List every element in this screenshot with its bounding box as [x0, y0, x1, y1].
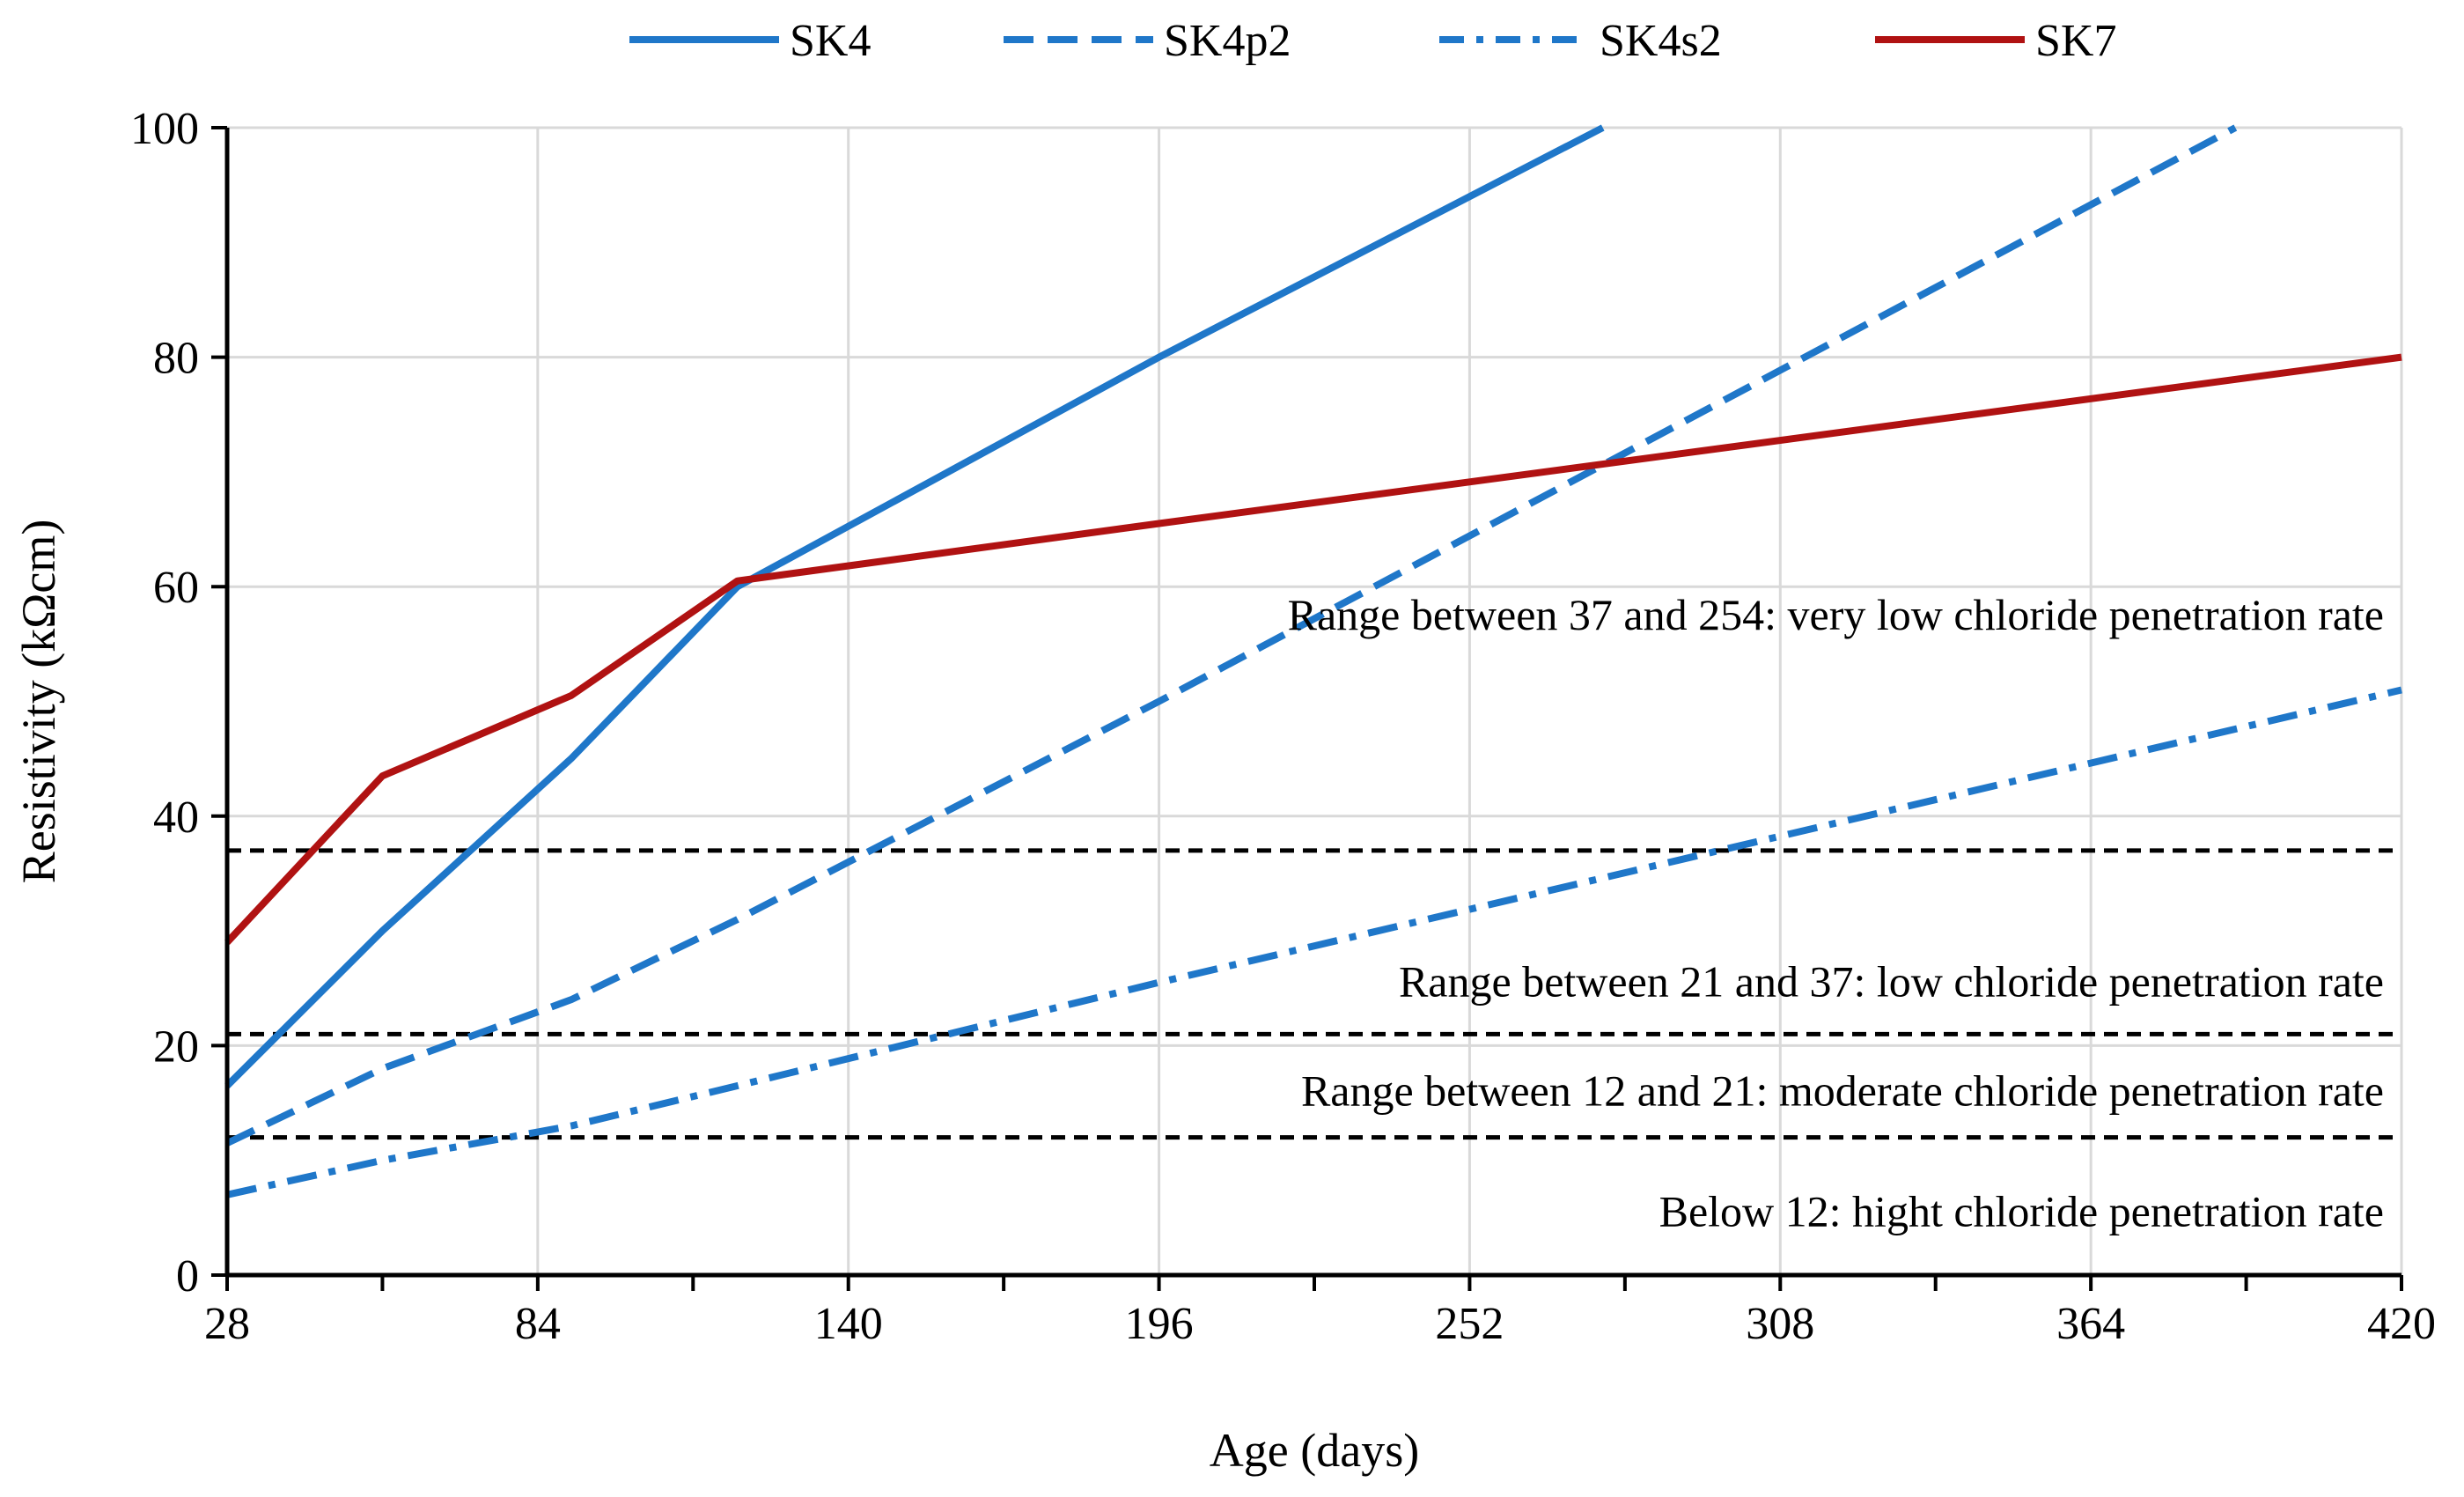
y-tick-label: 0	[176, 1251, 199, 1302]
y-tick-label: 100	[130, 104, 199, 154]
series-line-sk4s2	[226, 686, 2402, 1198]
y-tick-label: 80	[153, 334, 199, 384]
x-axis-title: Age (days)	[1210, 1424, 1419, 1477]
range-annotation: Range between 21 and 37: low chloride pe…	[1399, 957, 2384, 1007]
series-line-sk4p2	[225, 124, 2238, 1147]
x-tick-label: 140	[814, 1299, 883, 1349]
annotation-layer: Range between 37 and 254: very low chlor…	[1288, 590, 2384, 1236]
y-tick-label: 40	[153, 793, 199, 843]
axes-layer: 0 20 40 60 80 100 28 84 140 196 252 308 364 420	[130, 104, 2436, 1349]
y-axis-title: Resistivity (kΩcm)	[12, 520, 65, 884]
range-annotation: Below 12: hight chloride penetration rat…	[1659, 1186, 2384, 1235]
range-annotation: Range between 12 and 21: moderate chlori…	[1301, 1066, 2384, 1116]
range-annotation: Range between 37 and 254: very low chlor…	[1288, 590, 2384, 639]
grid-layer	[227, 126, 2403, 1275]
y-tick-label: 20	[153, 1021, 199, 1072]
legend: SK4 SK4p2 SK4s2 SK7	[629, 16, 2116, 66]
legend-label-sk4s2: SK4s2	[1600, 16, 1722, 66]
x-tick-label: 196	[1125, 1299, 1194, 1349]
legend-label-sk4p2: SK4p2	[1164, 16, 1291, 66]
x-tick-label: 252	[1435, 1299, 1504, 1349]
x-tick-label: 28	[204, 1299, 250, 1349]
series-line-sk7	[224, 353, 2402, 945]
legend-label-sk7: SK7	[2035, 16, 2116, 66]
series-layer	[224, 124, 2402, 1198]
x-tick-label: 364	[2056, 1299, 2125, 1349]
series-line-sk4	[224, 124, 1605, 1088]
x-tick-label: 420	[2367, 1299, 2436, 1349]
legend-label-sk4: SK4	[790, 16, 871, 66]
y-tick-label: 60	[153, 563, 199, 613]
x-tick-label: 308	[1746, 1299, 1814, 1349]
x-tick-label: 84	[515, 1299, 561, 1349]
threshold-layer	[227, 848, 2401, 1140]
